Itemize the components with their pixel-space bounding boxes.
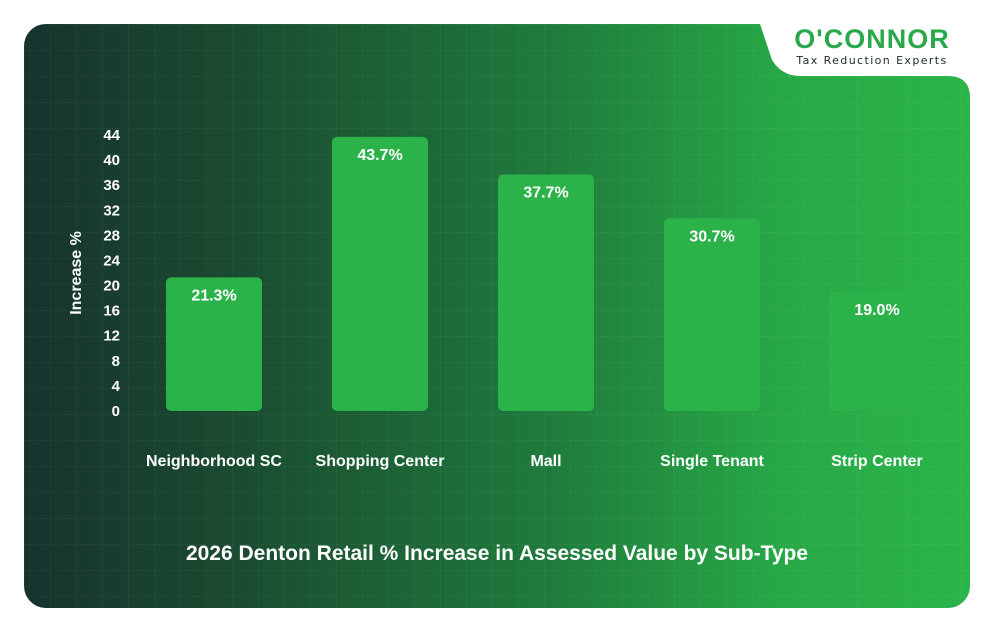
oconnor-logo: O'CONNOR Tax Reduction Experts [774, 25, 970, 67]
y-tick-label: 28 [103, 227, 120, 244]
y-tick-label: 32 [103, 202, 120, 219]
bar [664, 218, 760, 411]
bar-data-label: 30.7% [689, 228, 734, 245]
y-tick-label: 16 [103, 303, 120, 320]
x-category-label: Mall [530, 453, 561, 470]
x-category-label: Shopping Center [316, 453, 445, 470]
chart-card [24, 24, 970, 608]
y-tick-label: 24 [103, 252, 120, 269]
y-tick-label: 40 [103, 152, 120, 169]
logo-wordmark: O'CONNOR [794, 24, 950, 54]
x-category-label: Neighborhood SC [146, 453, 282, 470]
bar [332, 136, 428, 411]
logo-tagline: Tax Reduction Experts [796, 54, 948, 67]
y-axis-label: Increase % [68, 231, 85, 315]
y-tick-label: 44 [103, 127, 120, 144]
y-tick-label: 0 [112, 403, 120, 420]
y-tick-label: 20 [103, 278, 120, 295]
y-tick-label: 4 [112, 378, 121, 395]
bar [829, 291, 925, 411]
x-category-label: Strip Center [831, 453, 923, 470]
x-category-label: Single Tenant [660, 453, 764, 470]
bar-data-label: 37.7% [523, 185, 568, 202]
chart-title: 2026 Denton Retail % Increase in Assesse… [185, 542, 809, 565]
y-tick-label: 36 [103, 177, 120, 194]
y-tick-label: 8 [112, 353, 120, 370]
bar-data-label: 19.0% [854, 302, 899, 319]
y-tick-label: 12 [103, 328, 120, 345]
bar [166, 277, 262, 411]
bar [498, 174, 594, 411]
bar-data-label: 21.3% [191, 287, 236, 304]
bar-data-label: 43.7% [357, 147, 402, 164]
